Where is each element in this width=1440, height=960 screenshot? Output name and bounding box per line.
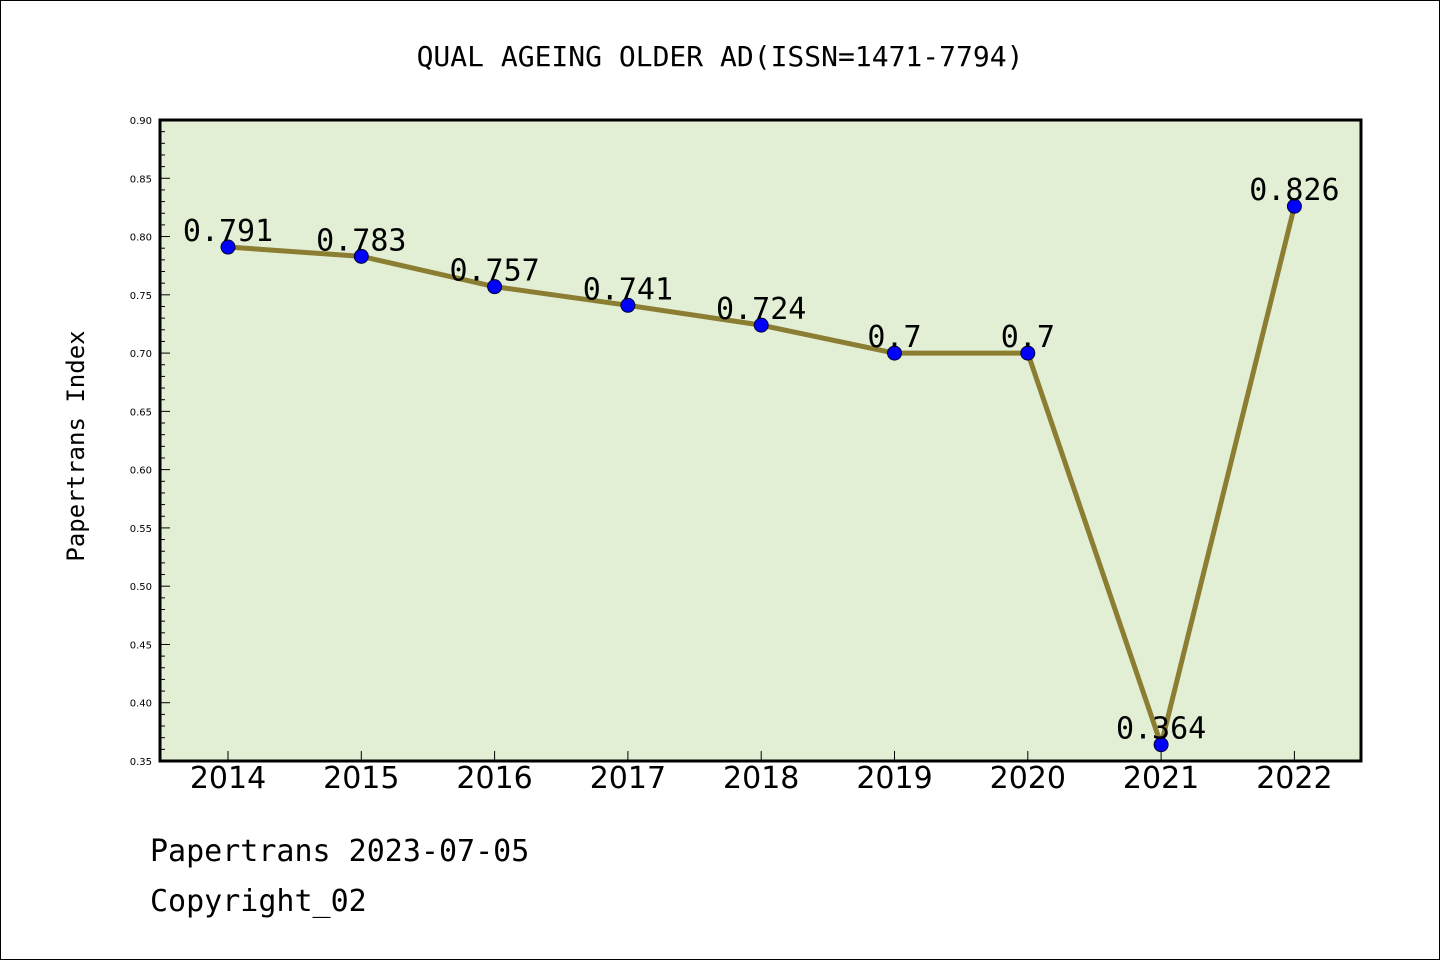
- data-point-marker: [753, 317, 769, 333]
- data-value-label: 0.724: [716, 292, 806, 327]
- x-tick-label: 2022: [1256, 761, 1332, 796]
- x-tick-label: 2016: [456, 761, 532, 796]
- y-tick-label: 0.85: [130, 174, 152, 185]
- y-tick-label: 0.45: [130, 640, 152, 651]
- x-tick-label: 2020: [990, 761, 1066, 796]
- x-tick-label: 2019: [856, 761, 932, 796]
- data-point-marker: [1286, 198, 1302, 214]
- y-tick-label: 0.50: [130, 582, 152, 593]
- data-value-label: 0.741: [583, 272, 673, 307]
- data-value-label: 0.783: [316, 223, 406, 258]
- y-tick-label: 0.55: [130, 524, 152, 535]
- y-axis: 0.35 0.40 0.45 0.50 0.55 0.60 0.65 0.70 0.75 0.80…: [130, 116, 170, 768]
- x-axis: 2014 2015 2016 2017 2018 2019 2020 2021 2022: [190, 751, 1333, 796]
- footer-date-text: Papertrans 2023-07-05: [150, 834, 530, 869]
- y-tick-label: 0.60: [130, 466, 152, 477]
- data-labels: 0.791 0.783 0.757 0.741 0.724 0.7 0.7 0.364 0.82…: [183, 173, 1340, 746]
- data-value-label: 0.7: [867, 320, 921, 355]
- data-point-marker: [1153, 737, 1169, 753]
- y-tick-label: 0.75: [130, 291, 152, 302]
- x-tick-label: 2021: [1123, 761, 1199, 796]
- y-tick-label: 0.90: [130, 116, 152, 127]
- data-point-marker: [887, 345, 902, 361]
- data-point-marker: [487, 279, 503, 295]
- data-point-marker: [1020, 345, 1036, 361]
- data-value-label: 0.791: [183, 214, 273, 249]
- x-tick-label: 2018: [723, 761, 799, 796]
- y-tick-label: 0.65: [130, 407, 152, 418]
- plot-area: [160, 120, 1361, 761]
- data-point-marker: [353, 248, 369, 264]
- y-tick-label: 0.35: [130, 757, 152, 768]
- data-points: [220, 198, 1302, 753]
- x-tick-label: 2014: [190, 761, 266, 796]
- y-axis-label: Papertrans Index: [62, 330, 90, 561]
- data-value-label: 0.7: [1001, 320, 1055, 355]
- data-value-label: 0.826: [1249, 173, 1339, 208]
- chart-title: QUAL AGEING OLDER AD(ISSN=1471-7794): [417, 40, 1024, 73]
- x-tick-label: 2015: [323, 761, 399, 796]
- footer-copyright-text: Copyright_02: [150, 884, 367, 919]
- y-tick-label: 0.70: [130, 349, 152, 360]
- plot-border: [158, 118, 1363, 763]
- data-point-marker: [220, 239, 236, 255]
- data-value-label: 0.757: [449, 254, 539, 289]
- y-tick-label: 0.40: [130, 699, 152, 710]
- y-tick-label: 0.80: [130, 233, 152, 244]
- x-tick-label: 2017: [590, 761, 666, 796]
- data-value-label: 0.364: [1116, 712, 1206, 747]
- data-point-marker: [620, 297, 636, 313]
